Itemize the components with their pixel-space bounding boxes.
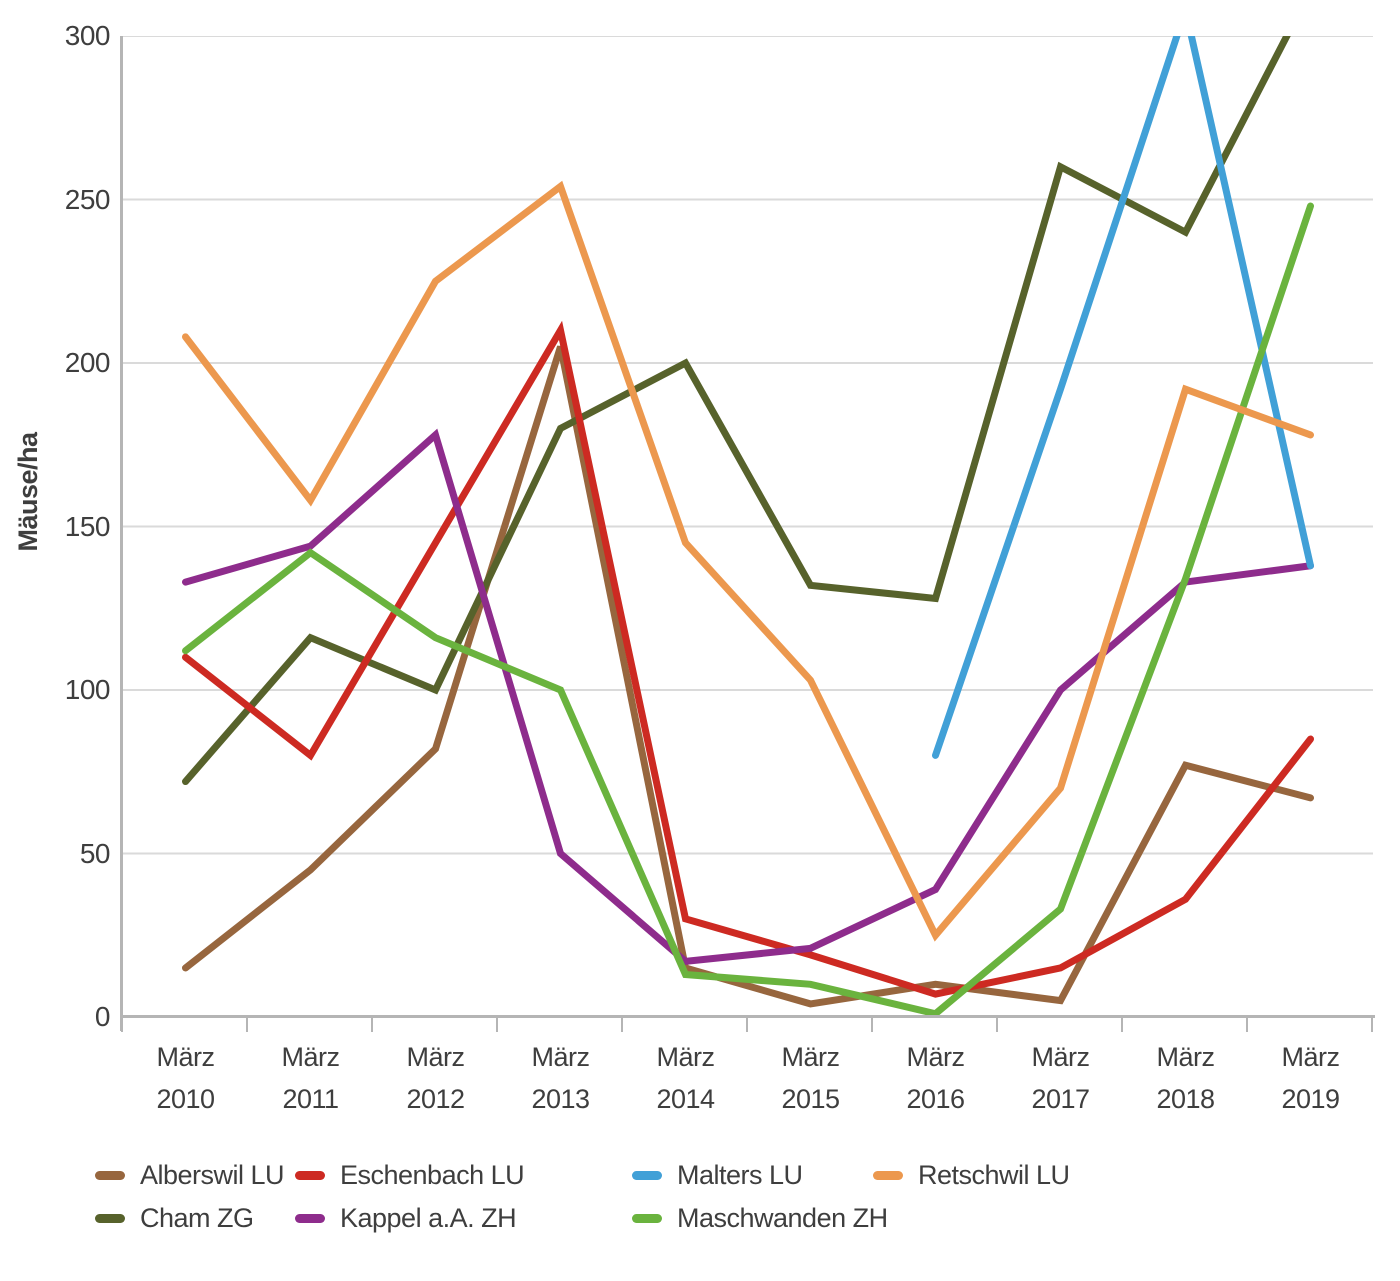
x-tick-label-year: 2012 [406, 1084, 465, 1114]
series-line-malters-lu [932, 36, 1314, 759]
y-tick-label-250: 250 [64, 183, 111, 215]
x-tick-label-month: März [531, 1042, 591, 1072]
x-tick-label-2011: März 2011 [241, 1036, 381, 1120]
x-tick-label-month: März [406, 1042, 466, 1072]
x-tick-label-2010: März 2010 [116, 1036, 256, 1120]
legend-label-eschenbach-lu: Eschenbach LU [340, 1160, 525, 1190]
x-tick-label-2016: März 2016 [866, 1036, 1006, 1120]
plot-area [122, 36, 1373, 1017]
x-tick-label-year: 2011 [282, 1084, 339, 1114]
y-tick-label-100: 100 [64, 674, 111, 705]
x-tick-label-year: 2019 [1281, 1084, 1340, 1114]
x-tick-label-2015: März 2015 [741, 1036, 881, 1120]
x-tick-label-2018: März 2018 [1116, 1036, 1256, 1120]
legend-label-maschwanden-zh: Maschwanden ZH [677, 1203, 888, 1233]
x-axis-line [120, 1015, 1375, 1018]
legend-label-kappel-a-a-zh: Kappel a.A. ZH [340, 1203, 517, 1233]
y-tick-label-200: 200 [64, 347, 111, 378]
x-tick-label-year: 2015 [781, 1084, 840, 1114]
x-tick-mark [996, 1018, 998, 1032]
x-tick-mark [496, 1018, 498, 1032]
x-tick-label-month: März [906, 1042, 966, 1072]
x-tick-label-month: März [1031, 1042, 1091, 1072]
y-axis-title: Mäuse/ha [13, 432, 43, 552]
x-tick-label-2014: März 2014 [616, 1036, 756, 1120]
x-tick-mark [1246, 1018, 1248, 1032]
x-tick-label-month: März [1281, 1042, 1341, 1072]
y-tick-label-50: 50 [79, 837, 111, 869]
x-tick-label-2012: März 2012 [366, 1036, 506, 1120]
legend-marker-maschwanden-zh [632, 1214, 662, 1223]
legend-label-cham-zg: Cham ZG [140, 1203, 254, 1233]
y-tick-label-0: 0 [94, 1001, 111, 1032]
x-tick-mark [121, 1018, 123, 1032]
x-tick-mark [1121, 1018, 1123, 1032]
x-tick-label-2017: März 2017 [991, 1036, 1131, 1120]
x-tick-label-month: März [281, 1042, 341, 1072]
y-axis-line [120, 36, 123, 1031]
x-tick-label-year: 2018 [1156, 1084, 1215, 1114]
x-tick-label-month: März [156, 1042, 216, 1072]
x-tick-label-year: 2016 [906, 1084, 965, 1114]
x-tick-label-month: März [656, 1042, 716, 1072]
x-tick-mark [746, 1018, 748, 1032]
x-tick-mark [246, 1018, 248, 1032]
x-tick-mark [621, 1018, 623, 1032]
x-tick-label-month: März [1156, 1042, 1216, 1072]
series-line-eschenbach-lu [182, 320, 1314, 998]
x-tick-label-year: 2014 [656, 1084, 715, 1114]
x-tick-mark [371, 1018, 373, 1032]
legend-marker-alberswil-lu [95, 1171, 125, 1180]
x-tick-label-2019: März 2019 [1241, 1036, 1381, 1120]
y-tick-label-300: 300 [64, 20, 111, 51]
series-line-maschwanden-zh [182, 202, 1314, 1017]
legend-marker-eschenbach-lu [295, 1171, 325, 1180]
y-tick-label-150: 150 [64, 510, 111, 542]
x-tick-label-year: 2017 [1031, 1084, 1090, 1114]
series-line-retschwil-lu [182, 180, 1314, 942]
x-tick-label-month: März [781, 1042, 841, 1072]
legend-marker-cham-zg [95, 1214, 125, 1223]
legend-marker-kappel-a-a-zh [295, 1214, 325, 1223]
legend-label-retschwil-lu: Retschwil LU [918, 1160, 1070, 1190]
x-tick-label-2013: März 2013 [491, 1036, 631, 1120]
legend-marker-malters-lu [632, 1171, 662, 1180]
series-line-alberswil-lu [182, 345, 1314, 1008]
x-tick-mark [871, 1018, 873, 1032]
x-tick-label-year: 2010 [156, 1084, 215, 1114]
x-tick-mark [1371, 1018, 1373, 1032]
legend-label-malters-lu: Malters LU [677, 1160, 803, 1190]
legend-label-alberswil-lu: Alberswil LU [140, 1160, 285, 1190]
legend-marker-retschwil-lu [873, 1171, 903, 1180]
series-line-kappel-a-a-zh [182, 428, 1314, 966]
x-tick-label-year: 2013 [531, 1084, 590, 1114]
